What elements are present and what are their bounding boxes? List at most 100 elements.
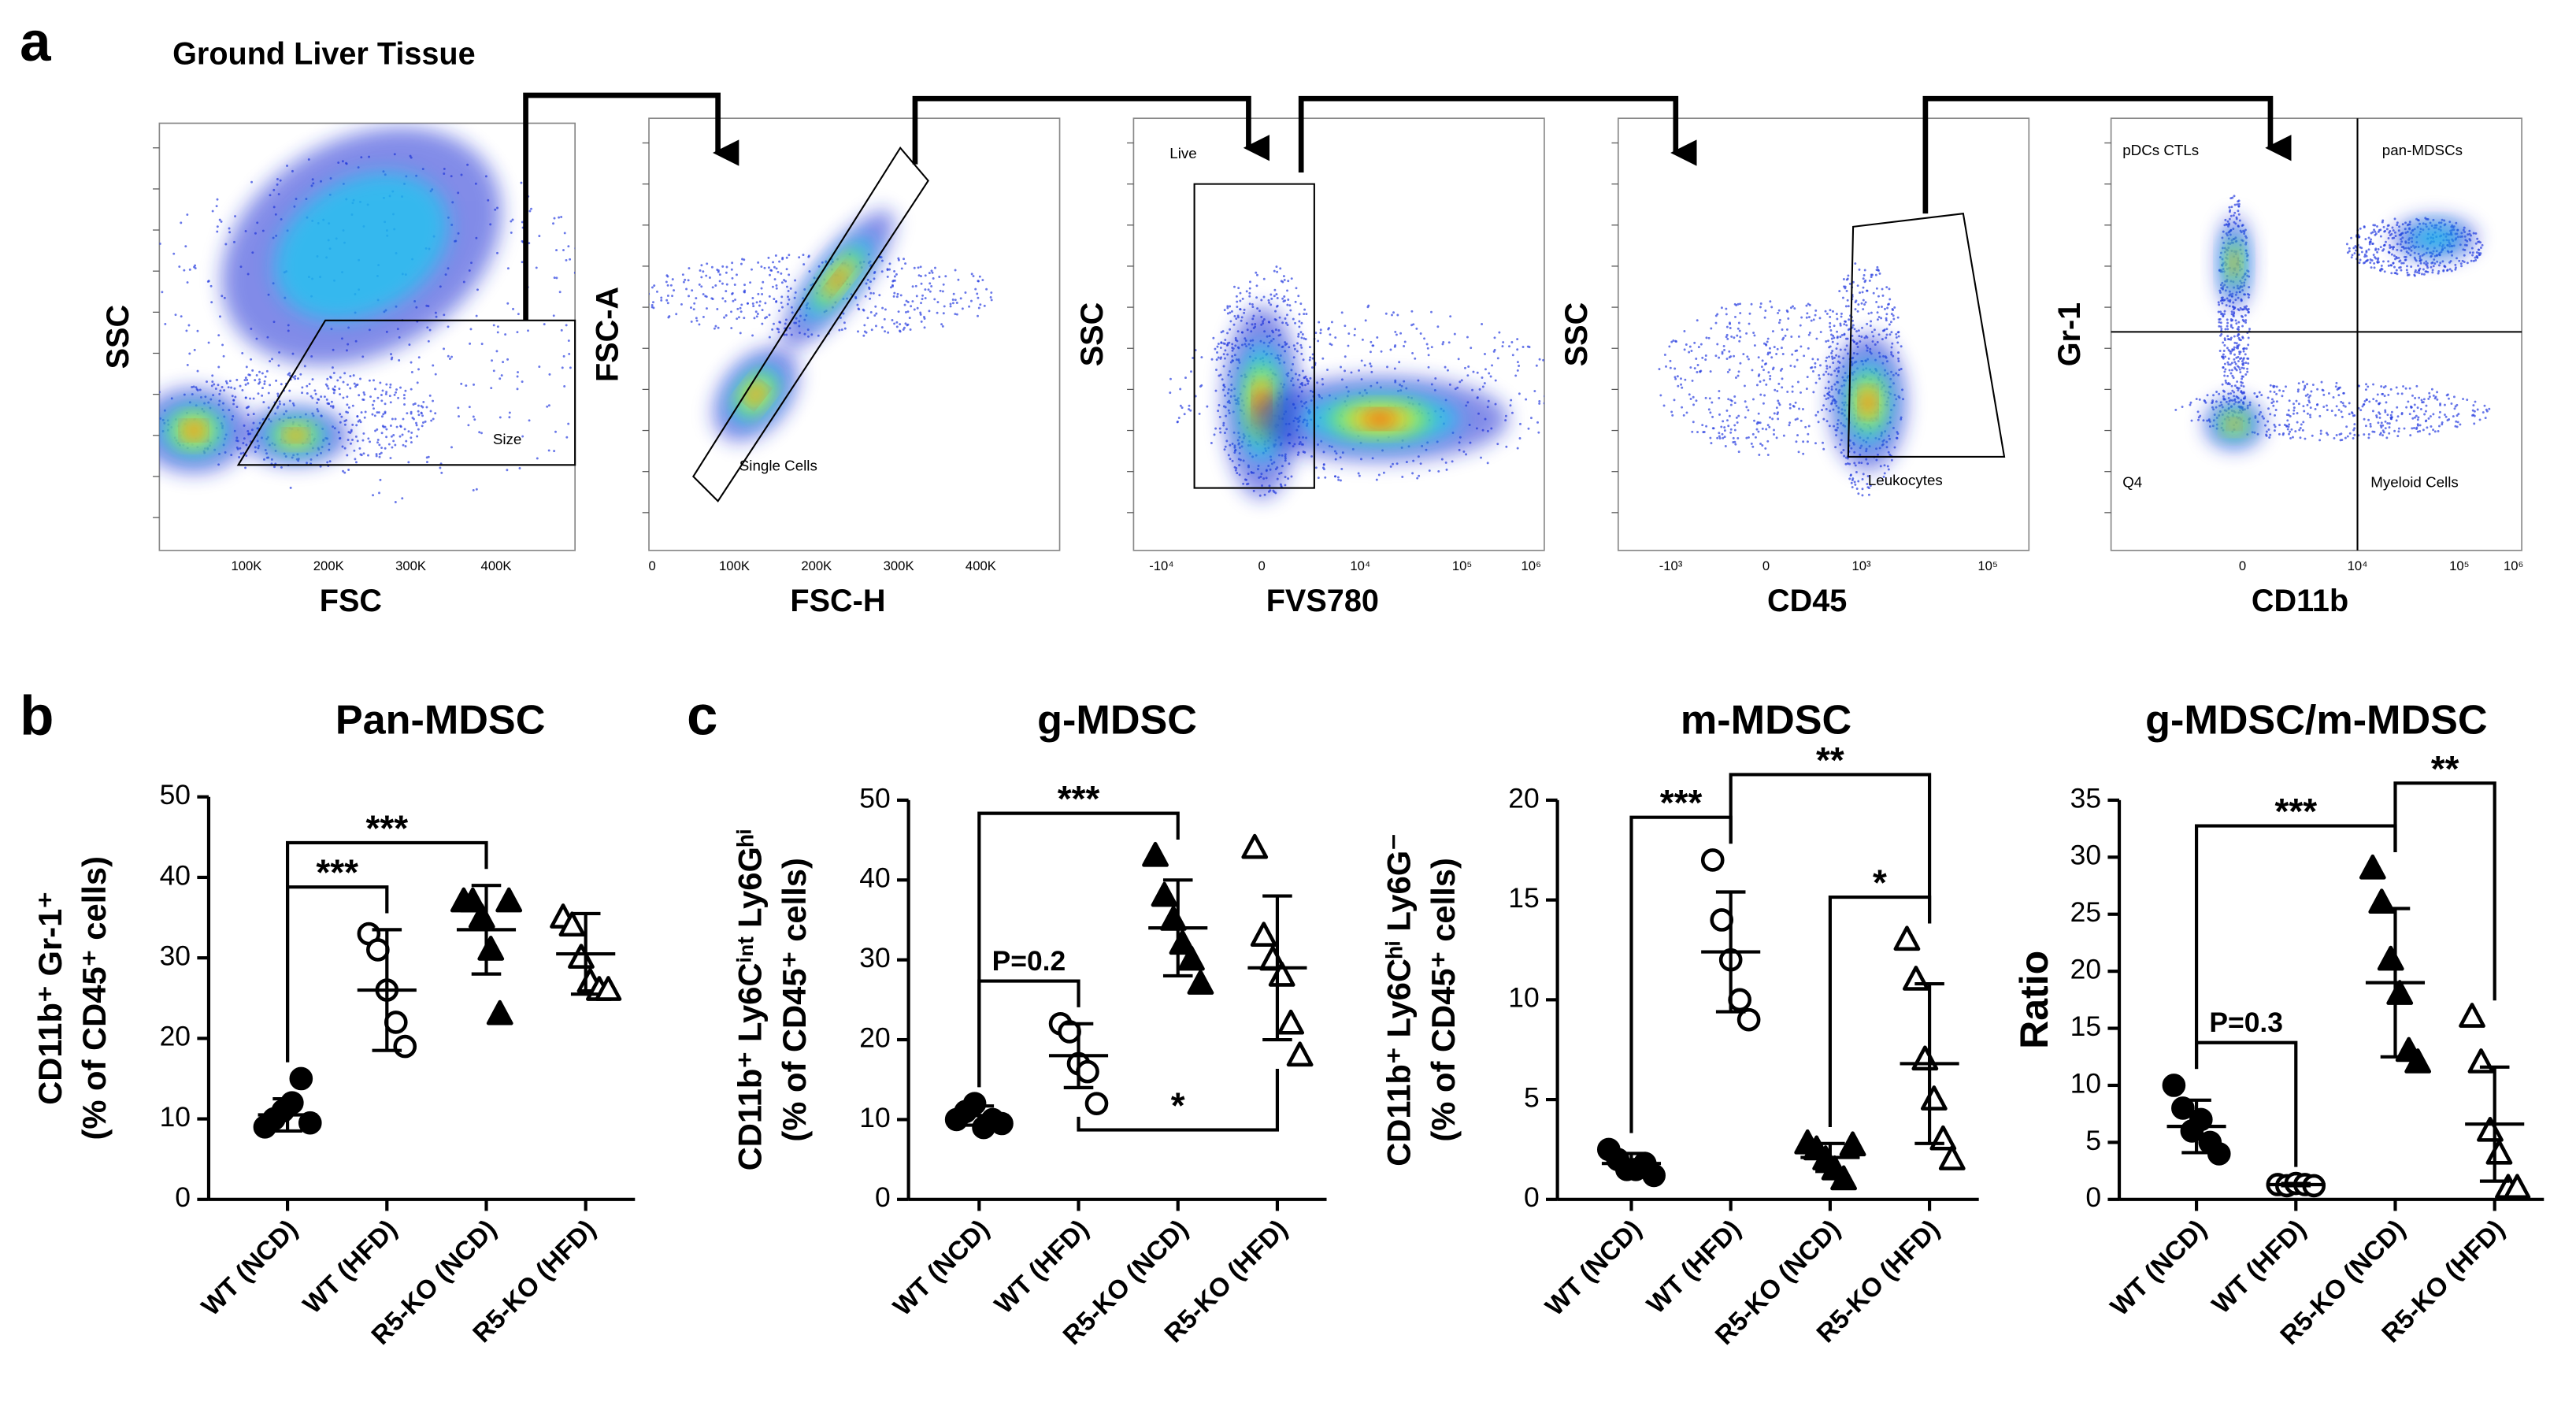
event-dot [1766, 439, 1770, 443]
event-dot [1831, 310, 1834, 313]
event-dot [2353, 433, 2356, 436]
event-dot [1887, 468, 1890, 471]
event-dot [429, 410, 432, 413]
event-dot [1827, 373, 1830, 376]
event-dot [739, 332, 742, 335]
event-dot [411, 416, 414, 419]
event-dot [1458, 380, 1462, 384]
event-dot [2348, 413, 2351, 416]
event-dot [1861, 291, 1864, 294]
event-dot [380, 447, 384, 449]
event-dot [2243, 391, 2245, 395]
event-dot [2359, 227, 2362, 230]
event-dot [1775, 436, 1778, 439]
event-dot [706, 262, 709, 265]
event-dot [2382, 248, 2385, 251]
event-dot [893, 269, 896, 273]
event-dot [1696, 431, 1699, 433]
tick-label: 10⁶ [2504, 558, 2523, 573]
event-dot [2391, 226, 2394, 229]
event-dot [2414, 270, 2417, 273]
event-dot [780, 281, 784, 284]
event-dot [1427, 365, 1430, 369]
event-dot [1286, 303, 1289, 306]
event-dot [739, 306, 742, 310]
event-dot [2449, 260, 2452, 263]
event-dot [2244, 362, 2248, 365]
event-dot [332, 388, 335, 391]
event-dot [228, 231, 232, 234]
event-dot [717, 270, 720, 273]
event-dot [1806, 440, 1809, 443]
significance-label: P=0.2 [992, 945, 1066, 977]
data-point [1728, 988, 1751, 1012]
event-dot [1888, 287, 1891, 291]
event-dot [1290, 475, 1293, 478]
significance-label: ** [1816, 740, 1844, 781]
event-dot [1733, 428, 1736, 432]
event-dot [2481, 411, 2485, 414]
event-dot [920, 282, 923, 285]
event-dot [2375, 399, 2378, 402]
event-dot [2475, 251, 2478, 254]
event-dot [1440, 458, 1444, 461]
event-dot [415, 424, 418, 427]
event-dot [771, 328, 774, 331]
event-dot [1802, 452, 1805, 455]
event-dot [2236, 365, 2239, 368]
gating-arrow [912, 95, 1270, 165]
event-dot [1762, 379, 1766, 382]
event-dot [1441, 343, 1444, 346]
event-dot [1673, 399, 1676, 402]
event-dot [1494, 379, 1497, 382]
event-dot [2226, 318, 2229, 321]
event-dot [1425, 343, 1429, 346]
event-dot [469, 342, 472, 345]
event-dot [2378, 411, 2381, 414]
event-dot [2431, 271, 2434, 274]
event-dot [733, 284, 736, 286]
event-dot [2233, 391, 2236, 394]
event-dot [1840, 312, 1843, 315]
y-tick-label: 50 [160, 779, 191, 810]
event-dot [1255, 271, 1258, 274]
event-dot [389, 457, 392, 460]
event-dot [1776, 413, 1779, 416]
event-dot [1735, 416, 1738, 419]
event-dot [2433, 430, 2437, 433]
event-dot [473, 418, 476, 421]
event-dot [1669, 359, 1672, 362]
event-dot [983, 304, 986, 307]
event-dot [1734, 443, 1737, 446]
event-dot [725, 271, 728, 274]
event-dot [1748, 436, 1750, 439]
event-dot [428, 394, 432, 397]
y-axis-title: (% of CD45⁺ cells) [76, 856, 113, 1140]
event-dot [725, 290, 728, 293]
event-dot [2233, 358, 2236, 361]
event-dot [2438, 425, 2441, 428]
event-dot [1248, 295, 1251, 298]
event-dot [2367, 258, 2369, 261]
event-dot [1855, 471, 1858, 473]
data-point [1286, 1041, 1314, 1067]
event-dot [1683, 348, 1686, 351]
gating-arrow [1922, 95, 2292, 214]
event-dot [682, 280, 685, 284]
event-dot [251, 369, 254, 372]
event-dot [1840, 334, 1844, 336]
event-dot [900, 267, 903, 270]
event-dot [1711, 401, 1714, 404]
event-dot [1436, 325, 1440, 328]
event-dot [1398, 361, 1401, 364]
event-dot [326, 377, 329, 380]
event-dot [1833, 325, 1836, 328]
event-dot [2463, 261, 2466, 264]
event-dot [311, 396, 314, 399]
event-dot [1673, 376, 1677, 379]
event-dot [1780, 347, 1783, 350]
event-dot [2304, 386, 2307, 389]
event-dot [954, 299, 957, 302]
event-dot [784, 280, 788, 283]
event-dot [2436, 260, 2439, 263]
